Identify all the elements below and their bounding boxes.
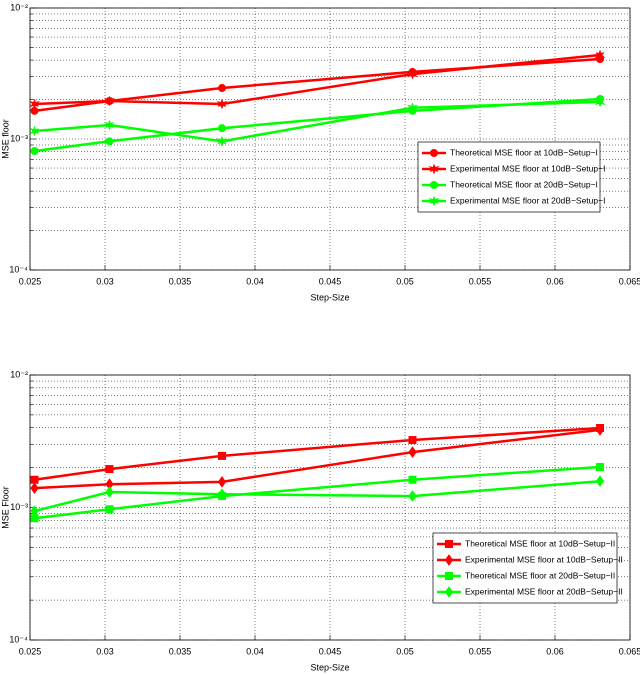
marker <box>218 84 226 93</box>
marker <box>218 451 226 460</box>
legend-marker <box>428 196 440 206</box>
legend-label: Experimental MSE floor at 10dB−Setup−II <box>465 554 623 564</box>
x-tick-label: 0.025 <box>19 646 42 656</box>
x-tick-label: 0.055 <box>469 646 492 656</box>
marker <box>595 475 605 488</box>
y-tick-label: 10⁻³ <box>10 502 28 512</box>
x-tick-label: 0.04 <box>246 276 264 286</box>
x-tick-label: 0.03 <box>96 646 114 656</box>
legend-label: Experimental MSE floor at 10dB−Setup−I <box>450 163 605 173</box>
legend: Theoretical MSE floor at 10dB−Setup−II Ex… <box>432 532 623 604</box>
plot-frame <box>29 374 631 641</box>
marker <box>408 490 417 502</box>
marker <box>105 465 114 474</box>
marker <box>408 436 417 445</box>
marker <box>217 476 227 488</box>
x-tick-label: 0.065 <box>619 276 640 286</box>
legend: Theoretical MSE floor at 10dB−Setup−I Exp… <box>417 141 605 213</box>
marker <box>408 475 417 484</box>
y-tick-label: 10⁻² <box>10 2 28 12</box>
marker <box>594 50 606 60</box>
legend-marker <box>445 572 453 580</box>
x-tick-label: 0.04 <box>246 646 264 656</box>
x-tick-label: 0.06 <box>546 276 564 286</box>
marker <box>30 475 39 484</box>
marker <box>406 103 419 113</box>
marker <box>408 446 417 458</box>
marker <box>105 486 114 498</box>
marker <box>105 505 114 514</box>
x-tick-label: 0.06 <box>546 646 564 656</box>
chart: 0.025 0.03 0.035 0.04 0.045 0.05 0.055 0.06 0.06… <box>0 369 640 672</box>
x-tick-label: 0.05 <box>396 276 414 286</box>
x-tick-label: 0.05 <box>396 646 414 656</box>
marker <box>103 96 116 106</box>
marker <box>594 97 606 107</box>
marker <box>28 99 41 109</box>
y-axis-label: MSE floor <box>0 119 10 159</box>
legend-label: Theoretical MSE floor at 10dB−Setup−II <box>465 538 615 548</box>
x-tick-label: 0.035 <box>169 646 192 656</box>
marker <box>30 482 39 495</box>
legend-label: Theoretical MSE floor at 20dB−Setup−I <box>450 179 598 189</box>
legend-marker <box>444 554 454 566</box>
legend-label: Theoretical MSE floor at 10dB−Setup−I <box>450 147 598 157</box>
x-axis-label: Step-Size <box>310 292 349 302</box>
x-tick-label: 0.045 <box>319 276 342 286</box>
x-tick-label: 0.035 <box>169 276 192 286</box>
x-tick-label: 0.055 <box>469 276 492 286</box>
marker <box>105 120 114 130</box>
legend-marker <box>428 164 440 174</box>
y-tick-label: 10⁻⁴ <box>9 634 28 644</box>
x-tick-label: 0.065 <box>619 646 640 656</box>
legend-marker <box>445 540 453 548</box>
marker <box>217 488 227 501</box>
marker <box>216 99 228 109</box>
x-tick-label: 0.025 <box>19 276 42 286</box>
marker <box>30 505 39 517</box>
marker <box>218 124 226 133</box>
x-tick-label: 0.045 <box>319 646 342 656</box>
legend-box <box>417 141 601 213</box>
marker <box>30 146 39 155</box>
y-tick-label: 10⁻² <box>10 369 28 379</box>
y-tick-label: 10⁻³ <box>10 133 28 143</box>
legend-marker <box>430 149 438 157</box>
legend-marker <box>430 181 438 189</box>
plot-frame <box>29 7 631 271</box>
marker <box>216 136 228 146</box>
marker <box>595 424 605 436</box>
marker <box>596 463 604 472</box>
x-axis-label: Step-Size <box>310 662 349 672</box>
legend-label: Experimental MSE floor at 20dB−Setup−II <box>465 586 623 596</box>
y-tick-label: 10⁻⁴ <box>9 264 28 274</box>
x-tick-label: 0.03 <box>96 276 114 286</box>
marker <box>30 126 39 136</box>
chart: 0.025 0.03 0.035 0.04 0.045 0.05 0.055 0.06 0.06… <box>0 2 640 302</box>
legend-marker <box>444 586 454 598</box>
legend-box <box>432 532 618 604</box>
y-axis-label: MSE Floor <box>0 486 10 529</box>
legend-label: Theoretical MSE floor at 20dB−Setup−II <box>465 570 615 580</box>
legend-label: Experimental MSE floor at 20dB−Setup−I <box>450 195 605 205</box>
marker <box>406 69 419 79</box>
marker <box>105 137 114 146</box>
